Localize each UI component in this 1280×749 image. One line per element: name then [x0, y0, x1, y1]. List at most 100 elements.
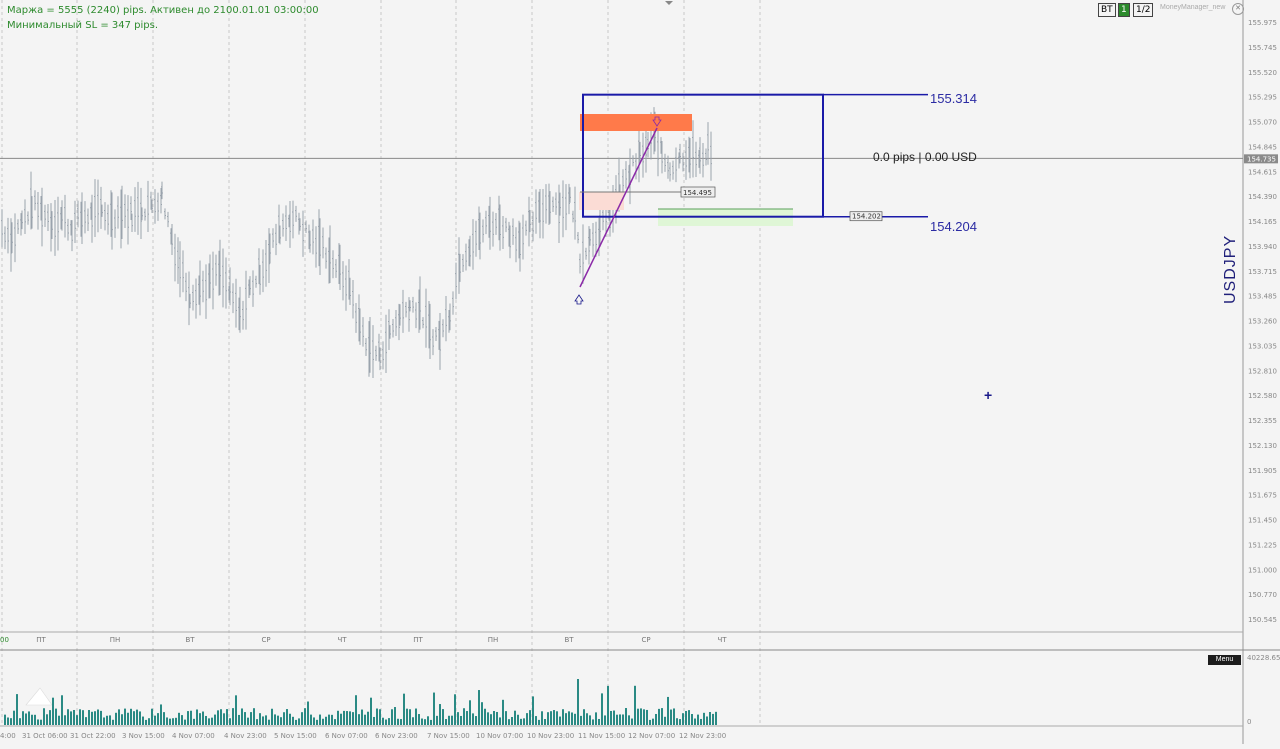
volume-bar	[175, 717, 177, 725]
lower-box-tag	[849, 211, 883, 222]
volume-bar	[658, 708, 660, 725]
volume-bar	[451, 715, 453, 725]
volume-bar	[316, 719, 318, 725]
volume-bar	[184, 719, 186, 725]
time-label: 10 Nov 23:00	[527, 732, 574, 740]
volume-bar	[670, 709, 672, 725]
volume-bar	[502, 699, 504, 725]
volume-bar	[496, 711, 498, 725]
volume-bar	[124, 708, 126, 725]
volume-bar	[529, 710, 531, 725]
volume-bar	[613, 710, 615, 725]
volume-bar	[508, 719, 510, 725]
volume-bar	[166, 717, 168, 725]
volume-bar	[358, 714, 360, 725]
volume-bar	[679, 719, 681, 725]
volume-bar	[667, 696, 669, 725]
price-tick: 151.225	[1248, 541, 1277, 549]
price-tick: 152.580	[1248, 392, 1277, 400]
volume-bar	[160, 704, 162, 725]
bt-button[interactable]: BT	[1098, 3, 1116, 17]
volume-bar	[97, 709, 99, 725]
price-tick: 153.260	[1248, 318, 1277, 326]
volume-bar	[373, 716, 375, 725]
volume-bar	[271, 708, 273, 725]
volume-bar	[415, 708, 417, 725]
volume-bar	[367, 711, 369, 725]
volume-bar	[301, 712, 303, 725]
volume-bar	[685, 710, 687, 725]
up-arrow-icon	[574, 294, 584, 305]
volume-bar	[100, 710, 102, 725]
weekday-label: ЧТ	[337, 636, 347, 644]
volume-bar	[157, 713, 159, 725]
volume-bar	[397, 718, 399, 725]
volume-bar	[703, 712, 705, 725]
volume-bar	[532, 696, 534, 725]
volume-bar	[250, 712, 252, 725]
volume-bar	[604, 715, 606, 725]
page-button[interactable]: 1/2	[1133, 3, 1154, 17]
volume-bar	[34, 714, 36, 725]
volume-bar	[46, 714, 48, 725]
volume-bar	[466, 711, 468, 725]
one-button[interactable]: 1	[1118, 3, 1130, 17]
volume-bar	[220, 709, 222, 725]
price-tick: 155.295	[1248, 94, 1277, 102]
volume-bar	[346, 711, 348, 725]
crosshair-icon: +	[984, 387, 993, 403]
volume-bar	[238, 714, 240, 725]
current-price-label: 154.735	[1247, 155, 1276, 163]
volume-bar	[694, 718, 696, 725]
volume-bar	[79, 709, 81, 725]
volume-bar	[361, 709, 363, 725]
volume-bar	[73, 709, 75, 725]
volume-bar	[340, 713, 342, 725]
down-arrow-icon	[652, 116, 662, 127]
price-tick: 155.070	[1248, 119, 1277, 127]
price-tick: 153.715	[1248, 268, 1277, 276]
price-tick: 152.130	[1248, 442, 1277, 450]
volume-bar	[697, 714, 699, 725]
volume-bar	[436, 715, 438, 725]
logo-icon	[25, 687, 53, 706]
price-tick: 152.355	[1248, 417, 1277, 425]
price-tick: 154.390	[1248, 193, 1277, 201]
volume-bar	[202, 711, 204, 725]
volume-bar	[205, 715, 207, 725]
volume-bar	[268, 719, 270, 725]
price-tick: 153.035	[1248, 342, 1277, 350]
volume-bar	[511, 716, 513, 725]
volume-bar	[454, 694, 456, 725]
volume-bar	[154, 715, 156, 725]
price-tick: 154.845	[1248, 143, 1277, 151]
volume-bar	[349, 711, 351, 725]
volume-bar	[505, 711, 507, 725]
volume-bar	[40, 719, 42, 725]
price-tick: 151.675	[1248, 492, 1277, 500]
volume-bar	[400, 719, 402, 725]
price-tick: 155.745	[1248, 44, 1277, 52]
menu-button[interactable]: Menu	[1208, 655, 1241, 665]
volume-bar	[304, 708, 306, 725]
pink-zone	[579, 192, 624, 210]
volume-bar	[457, 712, 459, 725]
volume-bar	[640, 708, 642, 725]
volume-bar	[127, 712, 129, 725]
volume-bar	[619, 714, 621, 725]
volume-bar	[499, 717, 501, 725]
volume-bar	[118, 709, 120, 725]
price-tick: 150.770	[1248, 591, 1277, 599]
volume-bar	[643, 709, 645, 725]
weekday-label: ВТ	[185, 636, 195, 644]
close-icon[interactable]: ✕	[1232, 3, 1244, 15]
volume-bar	[637, 708, 639, 725]
volume-bar	[706, 716, 708, 725]
range-box	[582, 93, 824, 218]
upper-level-label: 155.314	[930, 91, 977, 106]
volume-bar	[145, 719, 147, 725]
volume-bar	[664, 716, 666, 725]
volume-bar	[538, 719, 540, 725]
